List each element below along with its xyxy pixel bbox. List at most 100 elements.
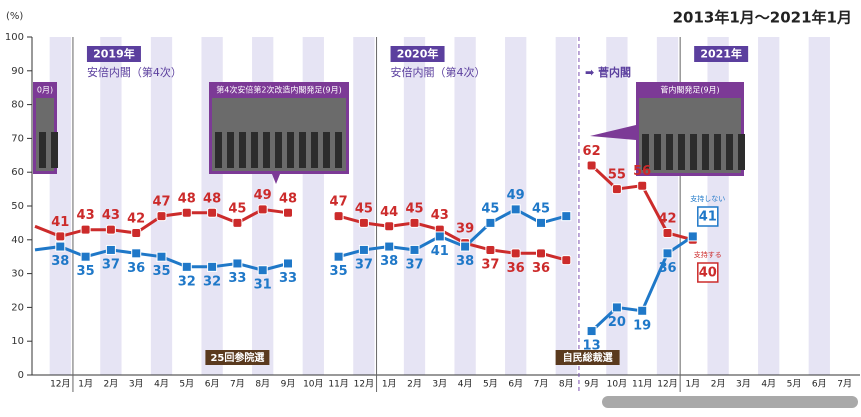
photo-figure [299, 132, 306, 168]
photo-figure [654, 134, 661, 170]
data-label: 41 [51, 215, 69, 230]
data-label: 37 [102, 257, 120, 272]
x-tick-label: 3月 [736, 379, 751, 390]
photo-pointer [590, 125, 636, 140]
data-label: 37 [355, 257, 373, 272]
point-marker [637, 180, 648, 191]
data-label: 36 [532, 261, 550, 276]
data-label: 38 [51, 254, 69, 269]
x-tick-label: 8月 [255, 379, 270, 390]
point-marker [460, 241, 471, 252]
data-label: 19 [633, 318, 651, 333]
y-tick-label: 40 [11, 235, 24, 246]
month-stripe [454, 37, 476, 375]
point-marker [131, 248, 142, 259]
y-tick-label: 30 [11, 269, 24, 280]
data-label: 32 [203, 274, 221, 289]
data-label: 42 [127, 212, 145, 227]
scrollbar[interactable] [602, 396, 858, 408]
y-tick-label: 80 [11, 100, 24, 111]
y-unit: (%) [6, 11, 23, 22]
photo-figure [263, 132, 270, 168]
x-tick-label: 12月 [657, 379, 677, 390]
data-label: 44 [380, 205, 398, 220]
data-label: 35 [330, 264, 348, 279]
point-marker [333, 211, 344, 222]
data-label: 43 [431, 208, 449, 223]
x-tick-label: 7月 [230, 379, 245, 390]
point-marker [333, 251, 344, 262]
photo-caption: 第4次安倍第2次改造内閣発足(9月) [216, 85, 342, 95]
point-marker [283, 258, 293, 269]
y-tick-label: 10 [11, 336, 24, 347]
photo-figure [287, 132, 294, 168]
year-badge [86, 46, 141, 62]
month-stripe [353, 37, 375, 375]
point-marker [55, 231, 66, 242]
data-label: 43 [102, 208, 120, 223]
end-label-name: 支持しない [690, 194, 725, 203]
end-label-box [697, 262, 719, 283]
point-marker [232, 217, 243, 228]
point-marker [105, 244, 116, 255]
point-marker [105, 224, 116, 235]
point-marker [536, 217, 546, 228]
x-tick-label: 6月 [812, 379, 827, 390]
point-marker [207, 261, 218, 272]
data-label: 38 [380, 254, 398, 269]
data-label: 20 [608, 315, 626, 330]
point-marker [662, 228, 673, 239]
x-tick-label: 10月 [303, 379, 323, 390]
data-label: 36 [658, 261, 676, 276]
cabinet-label: 安倍内閣（第4次） [87, 65, 182, 79]
point-marker [156, 211, 167, 222]
event-text: 自民総裁選 [563, 351, 613, 364]
cabinet-label: 安倍内閣（第4次） [391, 65, 486, 79]
data-label: 62 [583, 144, 601, 159]
year-badge [390, 46, 445, 62]
x-tick-label: 5月 [787, 379, 802, 390]
point-marker [434, 231, 445, 242]
x-tick-label: 6月 [205, 379, 220, 390]
month-stripe [100, 37, 122, 375]
x-tick-label: 7月 [837, 379, 852, 390]
point-marker [181, 261, 192, 272]
photo-figure [666, 134, 673, 170]
x-tick-label: 2月 [711, 379, 726, 390]
x-tick-label: 12月 [354, 379, 374, 390]
photo-figure [738, 134, 745, 170]
x-tick-label: 3月 [129, 379, 144, 390]
photo-figure [714, 134, 721, 170]
x-tick-label: 2月 [104, 379, 119, 390]
y-tick-label: 0 [18, 370, 24, 381]
data-label: 49 [254, 188, 272, 203]
event-badge [555, 350, 620, 365]
photo-figure [690, 134, 697, 170]
point-marker [55, 241, 66, 252]
month-stripe [758, 37, 780, 375]
photo-figure [51, 132, 58, 168]
x-tick-label: 11月 [328, 379, 348, 390]
point-marker [611, 302, 622, 313]
data-label: 35 [152, 264, 170, 279]
data-label: 35 [77, 264, 95, 279]
point-marker [207, 207, 218, 218]
data-label: 45 [355, 201, 373, 216]
photo-figure [311, 132, 318, 168]
year-badge [694, 46, 749, 62]
point-marker [80, 251, 91, 262]
event-badge [205, 350, 270, 365]
data-label: 33 [228, 271, 246, 286]
point-marker [586, 326, 597, 337]
x-tick-label: 4月 [761, 379, 776, 390]
data-label: 49 [507, 188, 525, 203]
photo-figure [227, 132, 234, 168]
x-tick-label: 5月 [179, 379, 194, 390]
year-badge-text: 2019年 [93, 47, 135, 61]
point-marker [131, 228, 142, 239]
photo-figure [678, 134, 685, 170]
point-marker [80, 224, 91, 235]
point-marker [232, 258, 243, 269]
point-marker [637, 305, 648, 316]
point-marker [510, 204, 521, 215]
